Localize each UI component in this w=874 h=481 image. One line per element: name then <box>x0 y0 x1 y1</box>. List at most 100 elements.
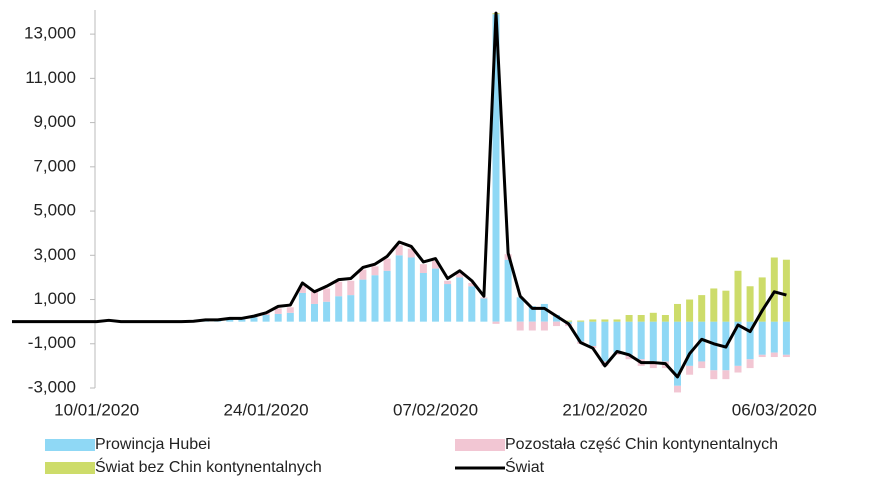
y-tick-label: -1,000 <box>28 333 76 352</box>
bar-segment <box>589 319 597 322</box>
bar-segment <box>395 255 403 322</box>
bar-segment <box>359 269 367 280</box>
bar-segment <box>686 321 694 366</box>
bar-segment <box>601 319 609 322</box>
x-tick-label: 07/02/2020 <box>393 400 478 419</box>
bar-segment <box>758 354 766 358</box>
bar-segment <box>444 284 452 322</box>
bar-segment <box>565 320 573 322</box>
bar-segment <box>432 268 439 322</box>
bar-segment <box>323 288 331 302</box>
x-tick-label: 10/01/2020 <box>54 400 139 419</box>
bar-segment <box>492 321 500 324</box>
bar-segment <box>504 259 512 322</box>
bar-segment <box>686 365 694 375</box>
x-tick-label: 06/03/2020 <box>732 400 817 419</box>
bar-segment <box>649 361 657 369</box>
bar-segment <box>468 282 476 287</box>
legend-label: Pozostała część Chin kontynentalnych <box>505 436 778 453</box>
bar-segment <box>770 352 778 358</box>
legend-label: Świat <box>505 457 545 476</box>
y-tick-label: 7,000 <box>33 156 76 175</box>
bar-segment <box>407 248 415 258</box>
bar-segment <box>649 312 657 322</box>
bar-segment <box>770 257 778 322</box>
bar-segment <box>782 354 790 358</box>
bar-segment <box>674 321 681 386</box>
bar-segment <box>419 272 427 322</box>
bar-segment <box>492 14 500 322</box>
y-tick-label: 11,000 <box>25 68 76 87</box>
bar-segment <box>674 385 681 393</box>
bar-segment <box>347 295 355 322</box>
bar-segment <box>625 315 633 322</box>
bar-segment <box>782 259 790 322</box>
bar-segment <box>419 264 427 273</box>
y-tick-label: 1,000 <box>33 289 76 308</box>
bar-segment <box>540 303 548 322</box>
bar-segment <box>528 306 536 322</box>
line <box>12 11 787 379</box>
bar-segment <box>746 286 754 322</box>
bar-segment <box>674 303 681 322</box>
bar-segment <box>395 245 403 256</box>
bar-segment <box>758 321 766 355</box>
legend-label: Prowincja Hubei <box>95 436 211 453</box>
bar-segment <box>734 365 742 373</box>
bar-segment <box>661 315 669 322</box>
bar-segment <box>710 321 718 371</box>
bar-segment <box>746 321 754 360</box>
x-tick-label: 24/01/2020 <box>224 400 309 419</box>
bar-segment <box>468 286 476 322</box>
y-tick-label: 9,000 <box>33 112 76 131</box>
bar-segment <box>274 313 282 322</box>
legend-label: Świat bez Chin kontynentalnych <box>95 457 322 476</box>
bar-segment <box>686 299 694 322</box>
y-tick-label: 13,000 <box>24 24 76 43</box>
bar-segment <box>359 279 367 322</box>
bar-segment <box>553 321 560 327</box>
bar-segment <box>480 298 488 322</box>
bar-segment <box>371 275 379 322</box>
bar-segment <box>661 321 669 362</box>
bar-segment <box>577 321 585 342</box>
bar-segment <box>758 277 766 322</box>
legend-swatch <box>455 439 505 451</box>
bar-segment <box>710 370 718 380</box>
bar-segment <box>298 286 306 293</box>
bar-segment <box>613 319 621 322</box>
bar-segment <box>746 359 754 369</box>
bar-segment <box>456 277 464 322</box>
y-tick-label: 3,000 <box>33 245 76 264</box>
bar-segment <box>323 301 331 322</box>
bar-segment <box>710 288 718 322</box>
bar-segment <box>637 315 645 322</box>
bar-segment <box>613 321 621 353</box>
bar-segment <box>444 280 452 285</box>
bar-segment <box>734 270 742 322</box>
bar-segment <box>383 270 391 322</box>
bar-segment <box>432 260 439 269</box>
bar-segment <box>782 321 790 355</box>
bar-segment <box>649 321 657 362</box>
legend-swatch <box>45 439 95 451</box>
bar-segment <box>722 370 730 380</box>
bar-segment <box>298 292 306 322</box>
bar-segment <box>540 321 548 331</box>
bar-segment <box>480 297 488 299</box>
bar-segment <box>238 319 246 322</box>
bar-segment <box>637 321 645 360</box>
bar-segment <box>286 307 294 313</box>
bar-segment <box>347 280 355 296</box>
bar-segment <box>516 321 524 331</box>
bar-segment <box>698 295 706 322</box>
bar-segment <box>553 315 560 322</box>
bar-segment <box>383 258 391 271</box>
bar-segment <box>311 303 318 322</box>
bar-segment <box>274 308 282 314</box>
bar-segment <box>601 321 609 362</box>
bar-segment <box>589 321 597 346</box>
legend-swatch <box>45 462 95 474</box>
bar-segment <box>286 312 294 322</box>
